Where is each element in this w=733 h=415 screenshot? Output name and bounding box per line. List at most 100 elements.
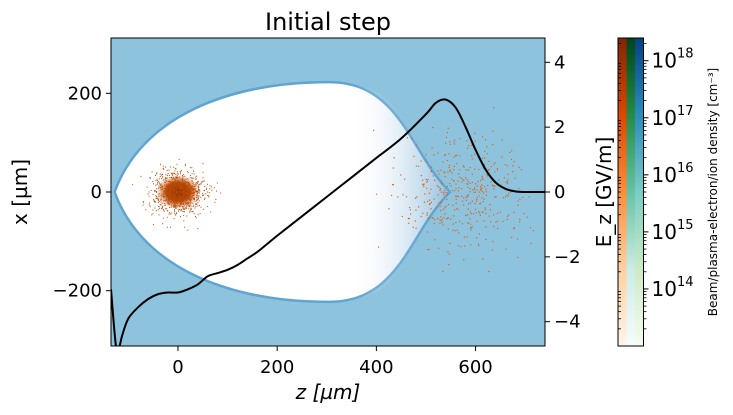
witness-beam-particle	[486, 174, 488, 176]
drive-beam-particle	[180, 187, 182, 189]
witness-beam-particle	[458, 232, 460, 234]
drive-beam-particle	[158, 214, 160, 216]
drive-beam-particle	[188, 195, 190, 197]
drive-beam-particle	[190, 193, 192, 195]
drive-beam-particle	[183, 198, 185, 200]
drive-beam-particle	[193, 188, 195, 190]
colorbar-oranges	[618, 38, 627, 346]
ez-tick-label: −4	[554, 312, 581, 333]
witness-beam-particle	[484, 157, 486, 159]
witness-beam-particle	[495, 221, 497, 223]
drive-beam-particle	[182, 185, 184, 187]
drive-beam-particle	[192, 206, 194, 208]
drive-beam-particle	[181, 192, 183, 194]
drive-beam-particle	[178, 191, 180, 193]
witness-beam-particle	[458, 173, 460, 175]
witness-beam-particle	[483, 198, 485, 200]
drive-beam-particle	[195, 203, 197, 205]
drive-beam-particle	[196, 193, 198, 195]
drive-beam-particle	[199, 192, 201, 194]
witness-beam-particle	[456, 208, 458, 210]
drive-beam-particle	[179, 184, 181, 186]
drive-beam-particle	[179, 216, 181, 218]
drive-beam-particle	[193, 170, 195, 172]
drive-beam-particle	[197, 205, 199, 207]
witness-beam-particle	[433, 198, 435, 200]
witness-beam-particle	[456, 154, 458, 156]
drive-beam-particle	[211, 186, 213, 188]
witness-beam-particle	[506, 194, 508, 196]
drive-beam-particle	[173, 218, 175, 220]
drive-beam-particle	[194, 185, 196, 187]
witness-beam-particle	[444, 213, 446, 215]
drive-beam-particle	[149, 205, 151, 207]
witness-beam-particle	[439, 189, 441, 191]
drive-beam-particle	[173, 189, 175, 191]
drive-beam-particle	[166, 185, 168, 187]
drive-beam-particle	[196, 190, 198, 192]
drive-beam-particle	[216, 190, 218, 192]
witness-beam-particle	[461, 181, 463, 183]
drive-beam-particle	[166, 208, 168, 210]
witness-beam-particle	[464, 245, 466, 247]
witness-beam-particle	[430, 208, 432, 210]
drive-beam-particle	[188, 184, 190, 186]
drive-beam-particle	[170, 184, 172, 186]
drive-beam-particle	[160, 187, 162, 189]
drive-beam-particle	[178, 205, 180, 207]
drive-beam-particle	[177, 209, 179, 211]
witness-beam-particle	[470, 229, 472, 231]
witness-beam-particle	[481, 157, 484, 160]
drive-beam-particle	[168, 191, 170, 193]
witness-beam-particle	[376, 193, 378, 195]
drive-beam-particle	[206, 187, 208, 189]
drive-beam-particle	[161, 202, 163, 204]
drive-beam-particle	[142, 204, 144, 206]
witness-beam-particle	[474, 153, 476, 155]
drive-beam-particle	[207, 205, 209, 207]
drive-beam-particle	[190, 202, 192, 204]
drive-beam-particle	[180, 170, 182, 172]
witness-beam-particle	[467, 203, 470, 205]
drive-beam-particle	[180, 182, 182, 184]
drive-beam-particle	[186, 202, 188, 204]
witness-beam-particle	[440, 201, 442, 203]
drive-beam-particle	[177, 198, 179, 200]
witness-beam-particle	[481, 211, 484, 213]
drive-beam-particle	[174, 183, 176, 185]
witness-beam-particle	[483, 186, 486, 188]
witness-beam-particle	[434, 218, 436, 221]
drive-beam-particle	[160, 201, 162, 203]
drive-beam-particle	[202, 195, 204, 197]
witness-beam-particle	[461, 223, 464, 225]
witness-beam-particle	[415, 144, 418, 146]
witness-beam-particle	[447, 251, 449, 253]
witness-beam-particle	[455, 198, 457, 200]
drive-beam-particle	[197, 191, 199, 193]
drive-beam-particle	[165, 200, 167, 202]
drive-beam-particle	[170, 186, 172, 188]
drive-beam-particle	[164, 166, 166, 168]
drive-beam-particle	[178, 204, 180, 206]
witness-beam-particle	[467, 169, 470, 171]
drive-beam-particle	[196, 175, 198, 177]
drive-beam-particle	[187, 187, 189, 189]
witness-beam-particle	[492, 214, 495, 216]
witness-beam-particle	[416, 196, 418, 198]
drive-beam-particle	[172, 183, 174, 185]
drive-beam-particle	[193, 193, 195, 195]
density-colorbar: 1014 1015 1016 1017 1018	[617, 37, 694, 347]
witness-beam-particle	[459, 169, 461, 171]
drive-beam-particle	[164, 200, 166, 202]
witness-beam-particle	[428, 192, 430, 194]
drive-beam-particle	[151, 171, 153, 173]
drive-beam-particle	[166, 188, 168, 190]
drive-beam-particle	[190, 191, 192, 193]
drive-beam-particle	[190, 209, 192, 211]
witness-beam-particle	[467, 194, 469, 196]
drive-beam-particle	[175, 176, 177, 178]
witness-beam-particle	[454, 143, 456, 145]
witness-beam-particle	[493, 188, 495, 190]
witness-beam-particle	[390, 194, 393, 197]
